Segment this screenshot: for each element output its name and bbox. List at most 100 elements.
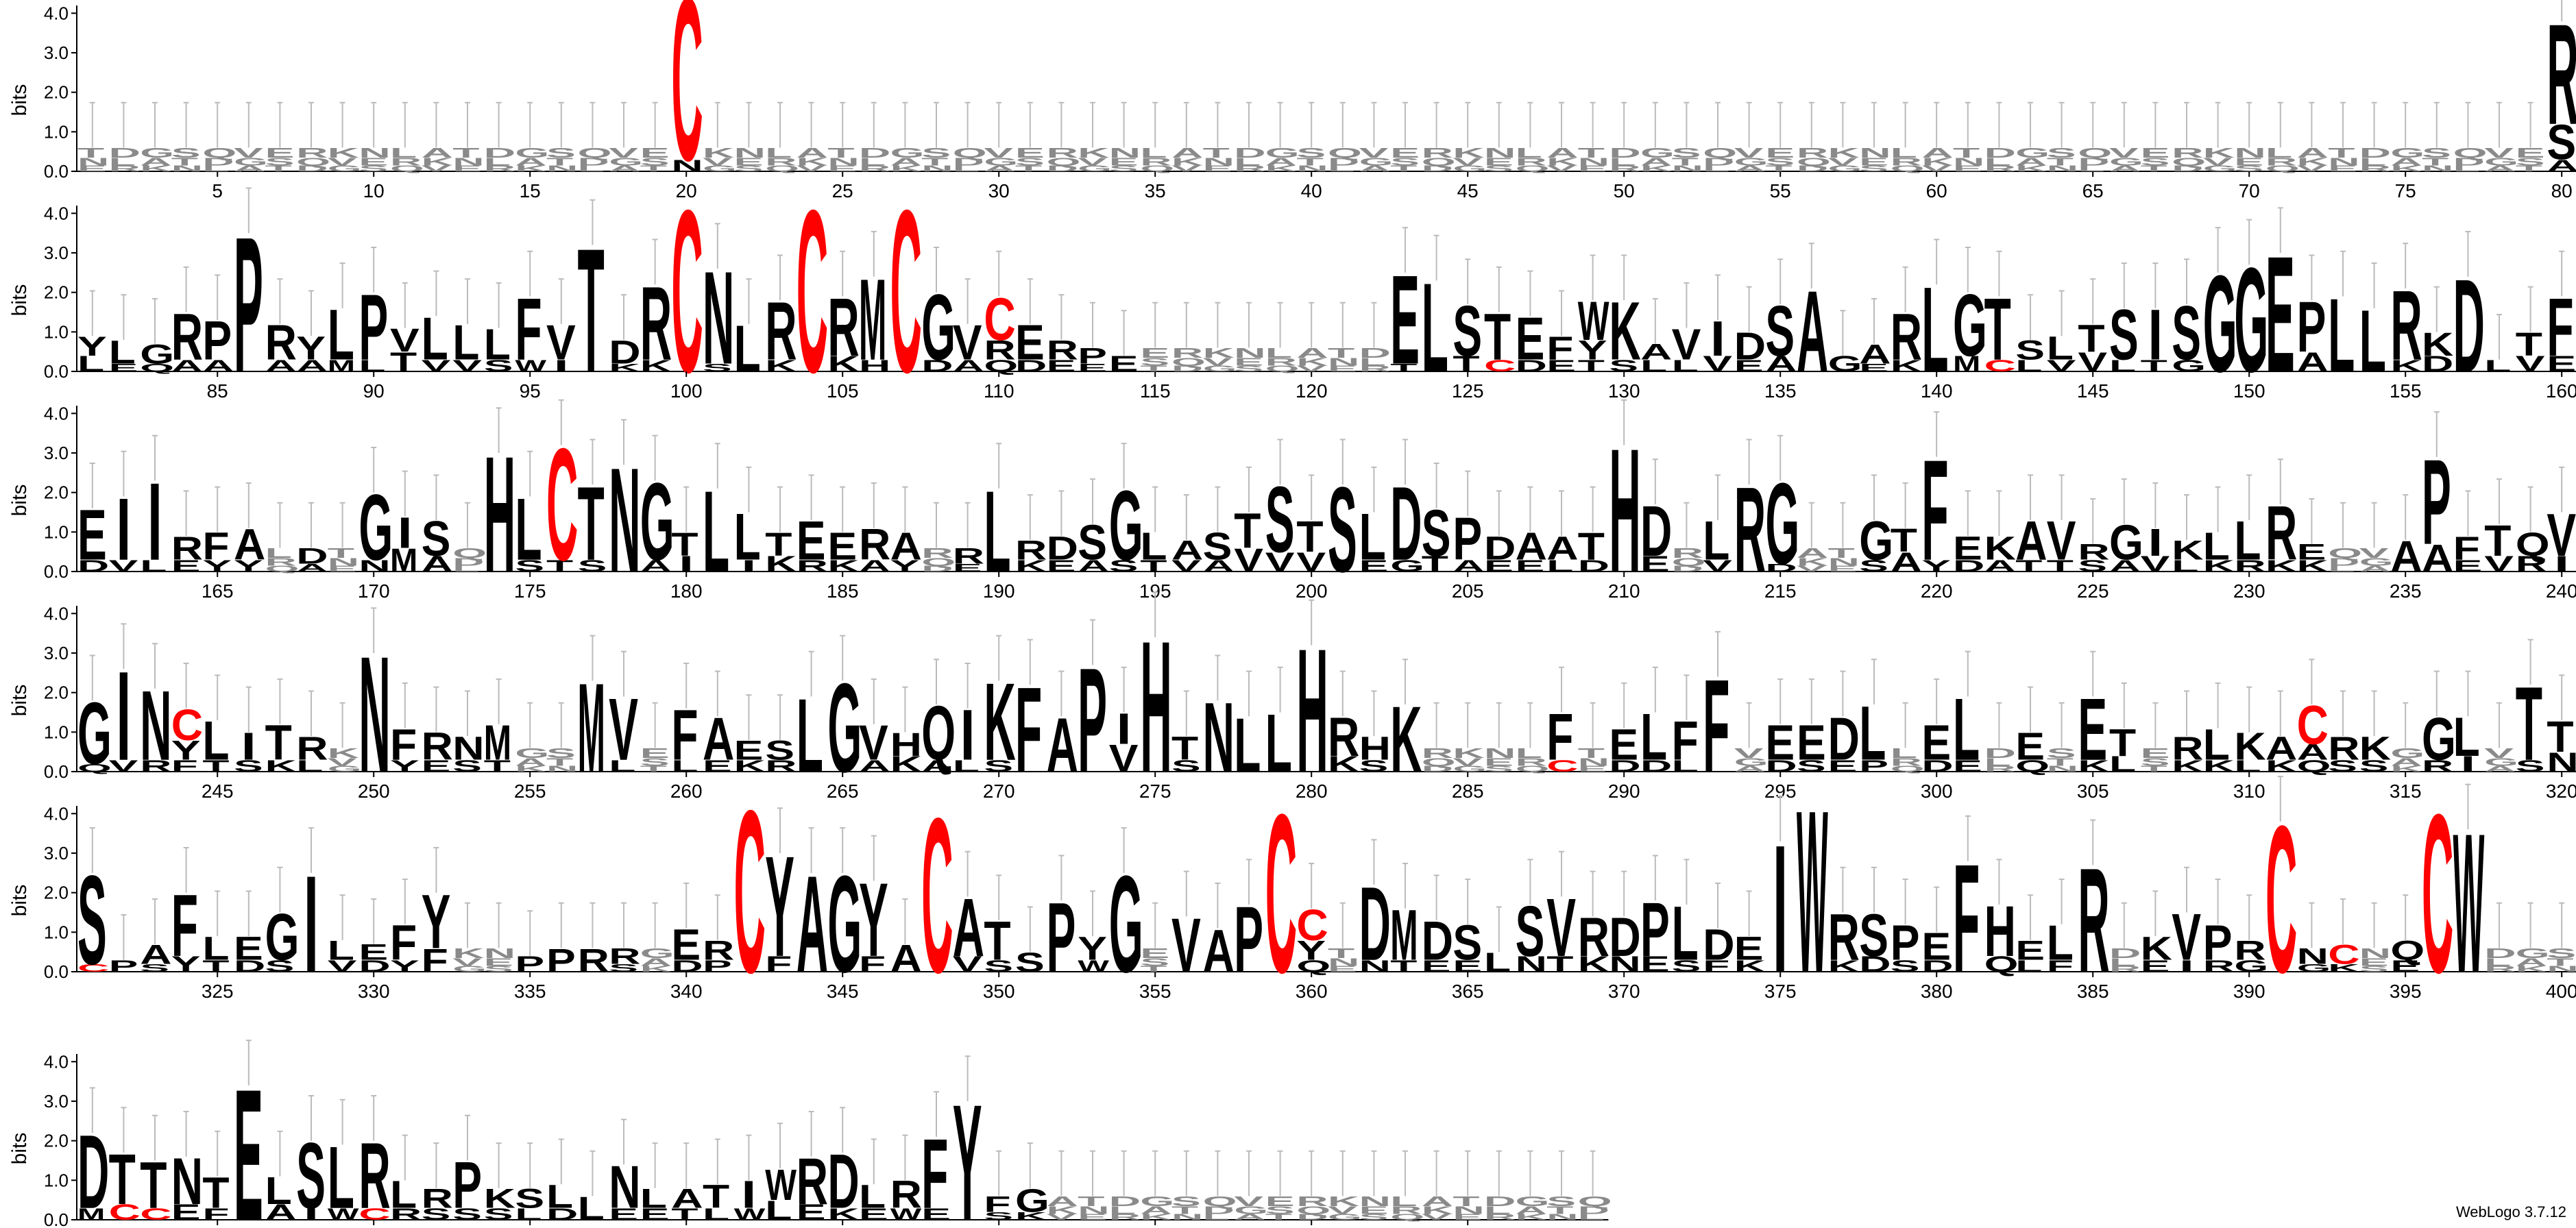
residue-letter: G	[234, 156, 268, 168]
residue-letter: G	[2109, 515, 2143, 571]
residue-letter: E	[1047, 557, 1076, 576]
logo-column-11: QRL	[390, 101, 424, 173]
logo-column-370: ND	[1609, 870, 1641, 977]
residue-letter: T	[77, 145, 104, 160]
residue-letter: T	[1422, 552, 1448, 576]
logo-column-312: QAC	[2297, 659, 2331, 775]
logo-column-43: TSE	[1390, 101, 1420, 173]
logo-column-358: P	[1234, 859, 1263, 992]
residue-letter: A	[1765, 352, 1797, 376]
residue-letter: L	[2359, 156, 2386, 168]
residue-letter: L	[578, 164, 605, 173]
logo-column-81: LY	[77, 290, 107, 376]
logo-column-95: WF	[515, 250, 547, 379]
residue-letter: L	[452, 564, 479, 574]
logo-column-323: SA	[140, 898, 172, 974]
residue-letter: C	[1265, 768, 1297, 1020]
residue-letter: A	[2422, 537, 2453, 580]
residue-letter: T	[546, 756, 574, 768]
residue-letter: T	[140, 1149, 167, 1223]
residue-letter: E	[77, 495, 107, 576]
residue-letter: C	[890, 162, 922, 421]
residue-letter: S	[2547, 114, 2576, 171]
x-tick-label: 70	[2239, 180, 2260, 201]
logo-column-88: AY	[296, 290, 328, 375]
residue-letter: R	[1234, 164, 1265, 173]
residue-letter: L	[328, 1128, 354, 1227]
residue-letter: T	[1828, 545, 1855, 561]
y-tick-label: 2.0	[44, 482, 69, 503]
logo-column-364: ED	[1422, 874, 1453, 975]
logo-column-257: M	[578, 635, 605, 799]
y-tick-label: 2.0	[44, 282, 69, 303]
residue-letter: G	[1640, 145, 1675, 160]
residue-letter: L	[1516, 746, 1542, 761]
residue-letter: R	[578, 942, 609, 979]
residue-letter: T	[2547, 712, 2573, 761]
residue-letter: Y	[1578, 335, 1607, 365]
y-tick-label: 2.0	[44, 82, 69, 103]
residue-letter: S	[1296, 145, 1326, 160]
residue-letter: E	[2328, 164, 2357, 173]
residue-letter: C	[984, 286, 1015, 354]
logo-column-188: DQR	[921, 502, 956, 574]
residue-letter: W	[765, 1161, 797, 1210]
x-tick-label: 215	[1764, 580, 1797, 602]
logo-column-47: QRL	[1516, 101, 1549, 173]
logo-column-2: RLD	[109, 101, 141, 173]
residue-letter: D	[1047, 164, 1078, 173]
y-tick-label: 3.0	[44, 1091, 69, 1112]
residue-letter: V	[1703, 352, 1732, 376]
residue-letter: K	[265, 757, 297, 776]
residue-letter: S	[1015, 156, 1045, 168]
logo-column-154: L	[2359, 262, 2386, 391]
residue-letter: I	[2148, 294, 2163, 375]
residue-letter: G	[265, 901, 300, 974]
residue-letter: S	[2141, 156, 2170, 168]
logo-column-199: VS	[1265, 439, 1295, 578]
residue-letter: T	[202, 1168, 229, 1218]
logo-column-315: KAG	[2390, 702, 2425, 774]
residue-letter: Q	[140, 362, 174, 374]
residue-letter: N	[921, 164, 953, 173]
x-tick-label: 220	[1921, 580, 1953, 602]
residue-letter: T	[1484, 301, 1511, 374]
logo-column-164: ER	[171, 490, 203, 575]
residue-letter: T	[1140, 557, 1167, 576]
residue-letter: G	[140, 145, 174, 160]
x-tick-label: 275	[1139, 781, 1171, 802]
logo-column-349: VA	[953, 850, 984, 977]
residue-letter: A	[422, 145, 453, 160]
logo-column-74: RLD	[2359, 101, 2391, 173]
residue-letter: A	[2265, 730, 2297, 768]
residue-letter: A	[1171, 145, 1203, 160]
residue-letter: F	[390, 720, 417, 770]
residue-letter: L	[2015, 357, 2042, 376]
residue-letter: R	[765, 757, 797, 776]
residue-letter: K	[2297, 156, 2329, 168]
residue-letter: K	[984, 660, 1015, 783]
logo-column-369: KR	[1578, 870, 1610, 977]
x-tick-label: 375	[1764, 981, 1797, 1002]
logo-column-139: KR	[1891, 266, 1922, 375]
logo-column-239: RQ	[2516, 486, 2550, 576]
logo-column-440: DQR	[1296, 1150, 1330, 1222]
residue-letter: G	[1765, 459, 1799, 589]
residue-letter: I	[679, 552, 694, 576]
logo-column-352: P	[1047, 855, 1076, 993]
residue-letter: V	[2516, 352, 2545, 376]
logo-column-156: DK	[2422, 286, 2453, 376]
residue-letter: A	[609, 164, 640, 173]
residue-letter: W	[1578, 291, 1609, 352]
residue-letter: E	[1859, 156, 1888, 168]
y-tick-label: 1.0	[44, 722, 69, 742]
x-tick-label: 335	[514, 981, 546, 1002]
logo-column-442: SEN	[1359, 1150, 1391, 1222]
residue-letter: L	[77, 352, 104, 376]
logo-column-267: KH	[890, 686, 922, 776]
logo-column-62: RLD	[1984, 101, 2016, 173]
logo-column-98: KD	[609, 294, 641, 373]
residue-letter: Q	[765, 164, 799, 173]
y-tick-label: 2.0	[44, 883, 69, 903]
